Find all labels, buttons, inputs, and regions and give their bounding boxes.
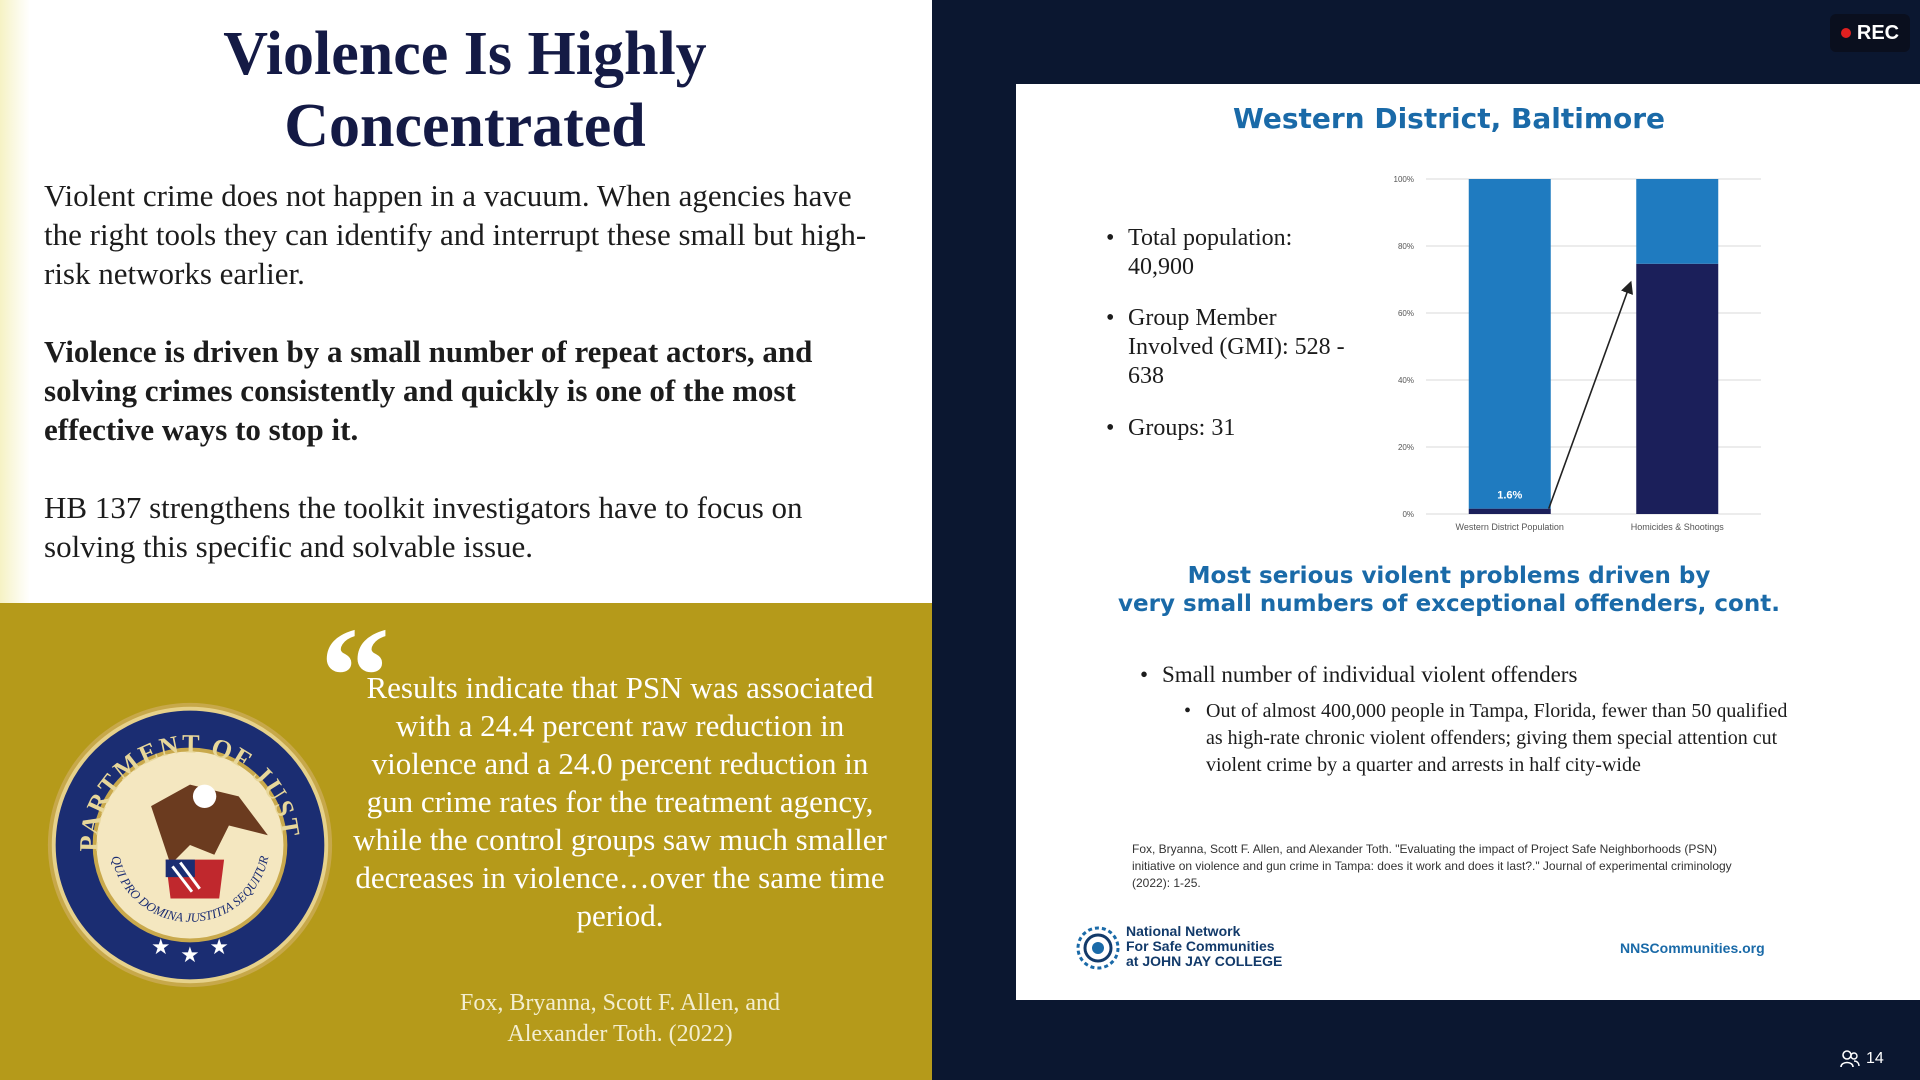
quote-text: Results indicate that PSN was associated…	[353, 670, 887, 933]
slide-title: Violence Is Highly Concentrated	[223, 20, 707, 160]
nns-name-line-2: For Safe Communities	[1126, 938, 1275, 954]
bar-segment	[1636, 263, 1719, 514]
quote-citation: Fox, Bryanna, Scott F. Allen, and Alexan…	[459, 990, 781, 1047]
reference-text: Fox, Bryanna, Scott F. Allen, and Alexan…	[1132, 842, 1732, 890]
subtitle-line-1: Most serious violent problems driven by	[1187, 563, 1711, 589]
data-label: 1.6%	[1497, 490, 1522, 502]
participants-button[interactable]: 14	[1840, 1044, 1910, 1074]
y-tick-label: 40%	[1398, 376, 1414, 385]
stat-groups: Groups: 31	[1106, 414, 1358, 443]
trend-arrow	[1547, 280, 1633, 509]
participants-count: 14	[1866, 1050, 1884, 1067]
stacked-bar-chart: 0% 20% 40% 60% 80% 100% 1.6% Western District P…	[1394, 175, 1761, 532]
nns-name-line-3: at JOHN JAY COLLEGE	[1126, 953, 1283, 969]
nns-network-icon	[1076, 926, 1120, 970]
quote-mark-icon: “	[320, 599, 390, 754]
record-dot-icon	[1840, 28, 1851, 38]
stat-total-population: Total population: 40,900	[1106, 224, 1358, 282]
doj-seal-icon: DEPARTMENT OF JUSTICE QUI PRO DOMINA JUS…	[44, 699, 333, 988]
stat-group-members: Group Member Involved (GMI): 528 - 638	[1106, 304, 1358, 391]
left-accent-strip	[0, 0, 30, 603]
nns-url: NNSCommunities.org	[1620, 940, 1765, 956]
nns-name-line-1: National Network	[1126, 923, 1241, 939]
paragraph-context: Violent crime does not happen in a vacuu…	[44, 178, 867, 291]
left-slide: Violence Is Highly Concentrated Violent …	[0, 0, 932, 1080]
y-tick-label: 80%	[1398, 242, 1414, 251]
recording-label: REC	[1856, 21, 1900, 44]
y-tick-label: 100%	[1394, 175, 1414, 184]
y-tick-label: 60%	[1398, 309, 1414, 318]
svg-text:★: ★	[209, 935, 228, 960]
bullet-main: Small number of individual violent offen…	[1140, 662, 1577, 688]
y-tick-label: 20%	[1398, 443, 1414, 452]
nns-logo: National Network For Safe Communities at…	[1076, 922, 1316, 972]
right-slide-title: Western District, Baltimore	[1232, 102, 1666, 135]
left-slide-text-area: Violence Is Highly Concentrated Violent …	[0, 0, 932, 603]
paragraph-key-point: Violence is driven by a small number of …	[44, 334, 813, 447]
subtitle-line-2: very small numbers of exceptional offend…	[1118, 591, 1780, 617]
right-slide: Western District, Baltimore Total popula…	[1016, 84, 1920, 1000]
bullet-sub: Out of almost 400,000 people in Tampa, F…	[1184, 698, 1806, 779]
bar-segment	[1636, 179, 1719, 264]
paragraph-hb137: HB 137 strengthens the toolkit investiga…	[44, 490, 803, 564]
bar-segment	[1468, 508, 1551, 514]
x-tick-label: Homicides & Shootings	[1631, 522, 1725, 532]
y-tick-label: 0%	[1402, 510, 1414, 519]
svg-text:★: ★	[180, 943, 199, 968]
nns-name: National Network For Safe Communities at…	[1126, 924, 1282, 969]
recording-indicator: REC	[1830, 14, 1910, 52]
people-icon	[1840, 1050, 1860, 1068]
quote-panel: “ Results indicate that PSN was associat…	[0, 603, 932, 1080]
bar-segment	[1468, 179, 1551, 509]
right-slide-subtitle: Most serious violent problems driven by …	[1016, 562, 1882, 618]
svg-text:★: ★	[151, 935, 170, 960]
x-tick-label: Western District Population	[1456, 522, 1564, 532]
